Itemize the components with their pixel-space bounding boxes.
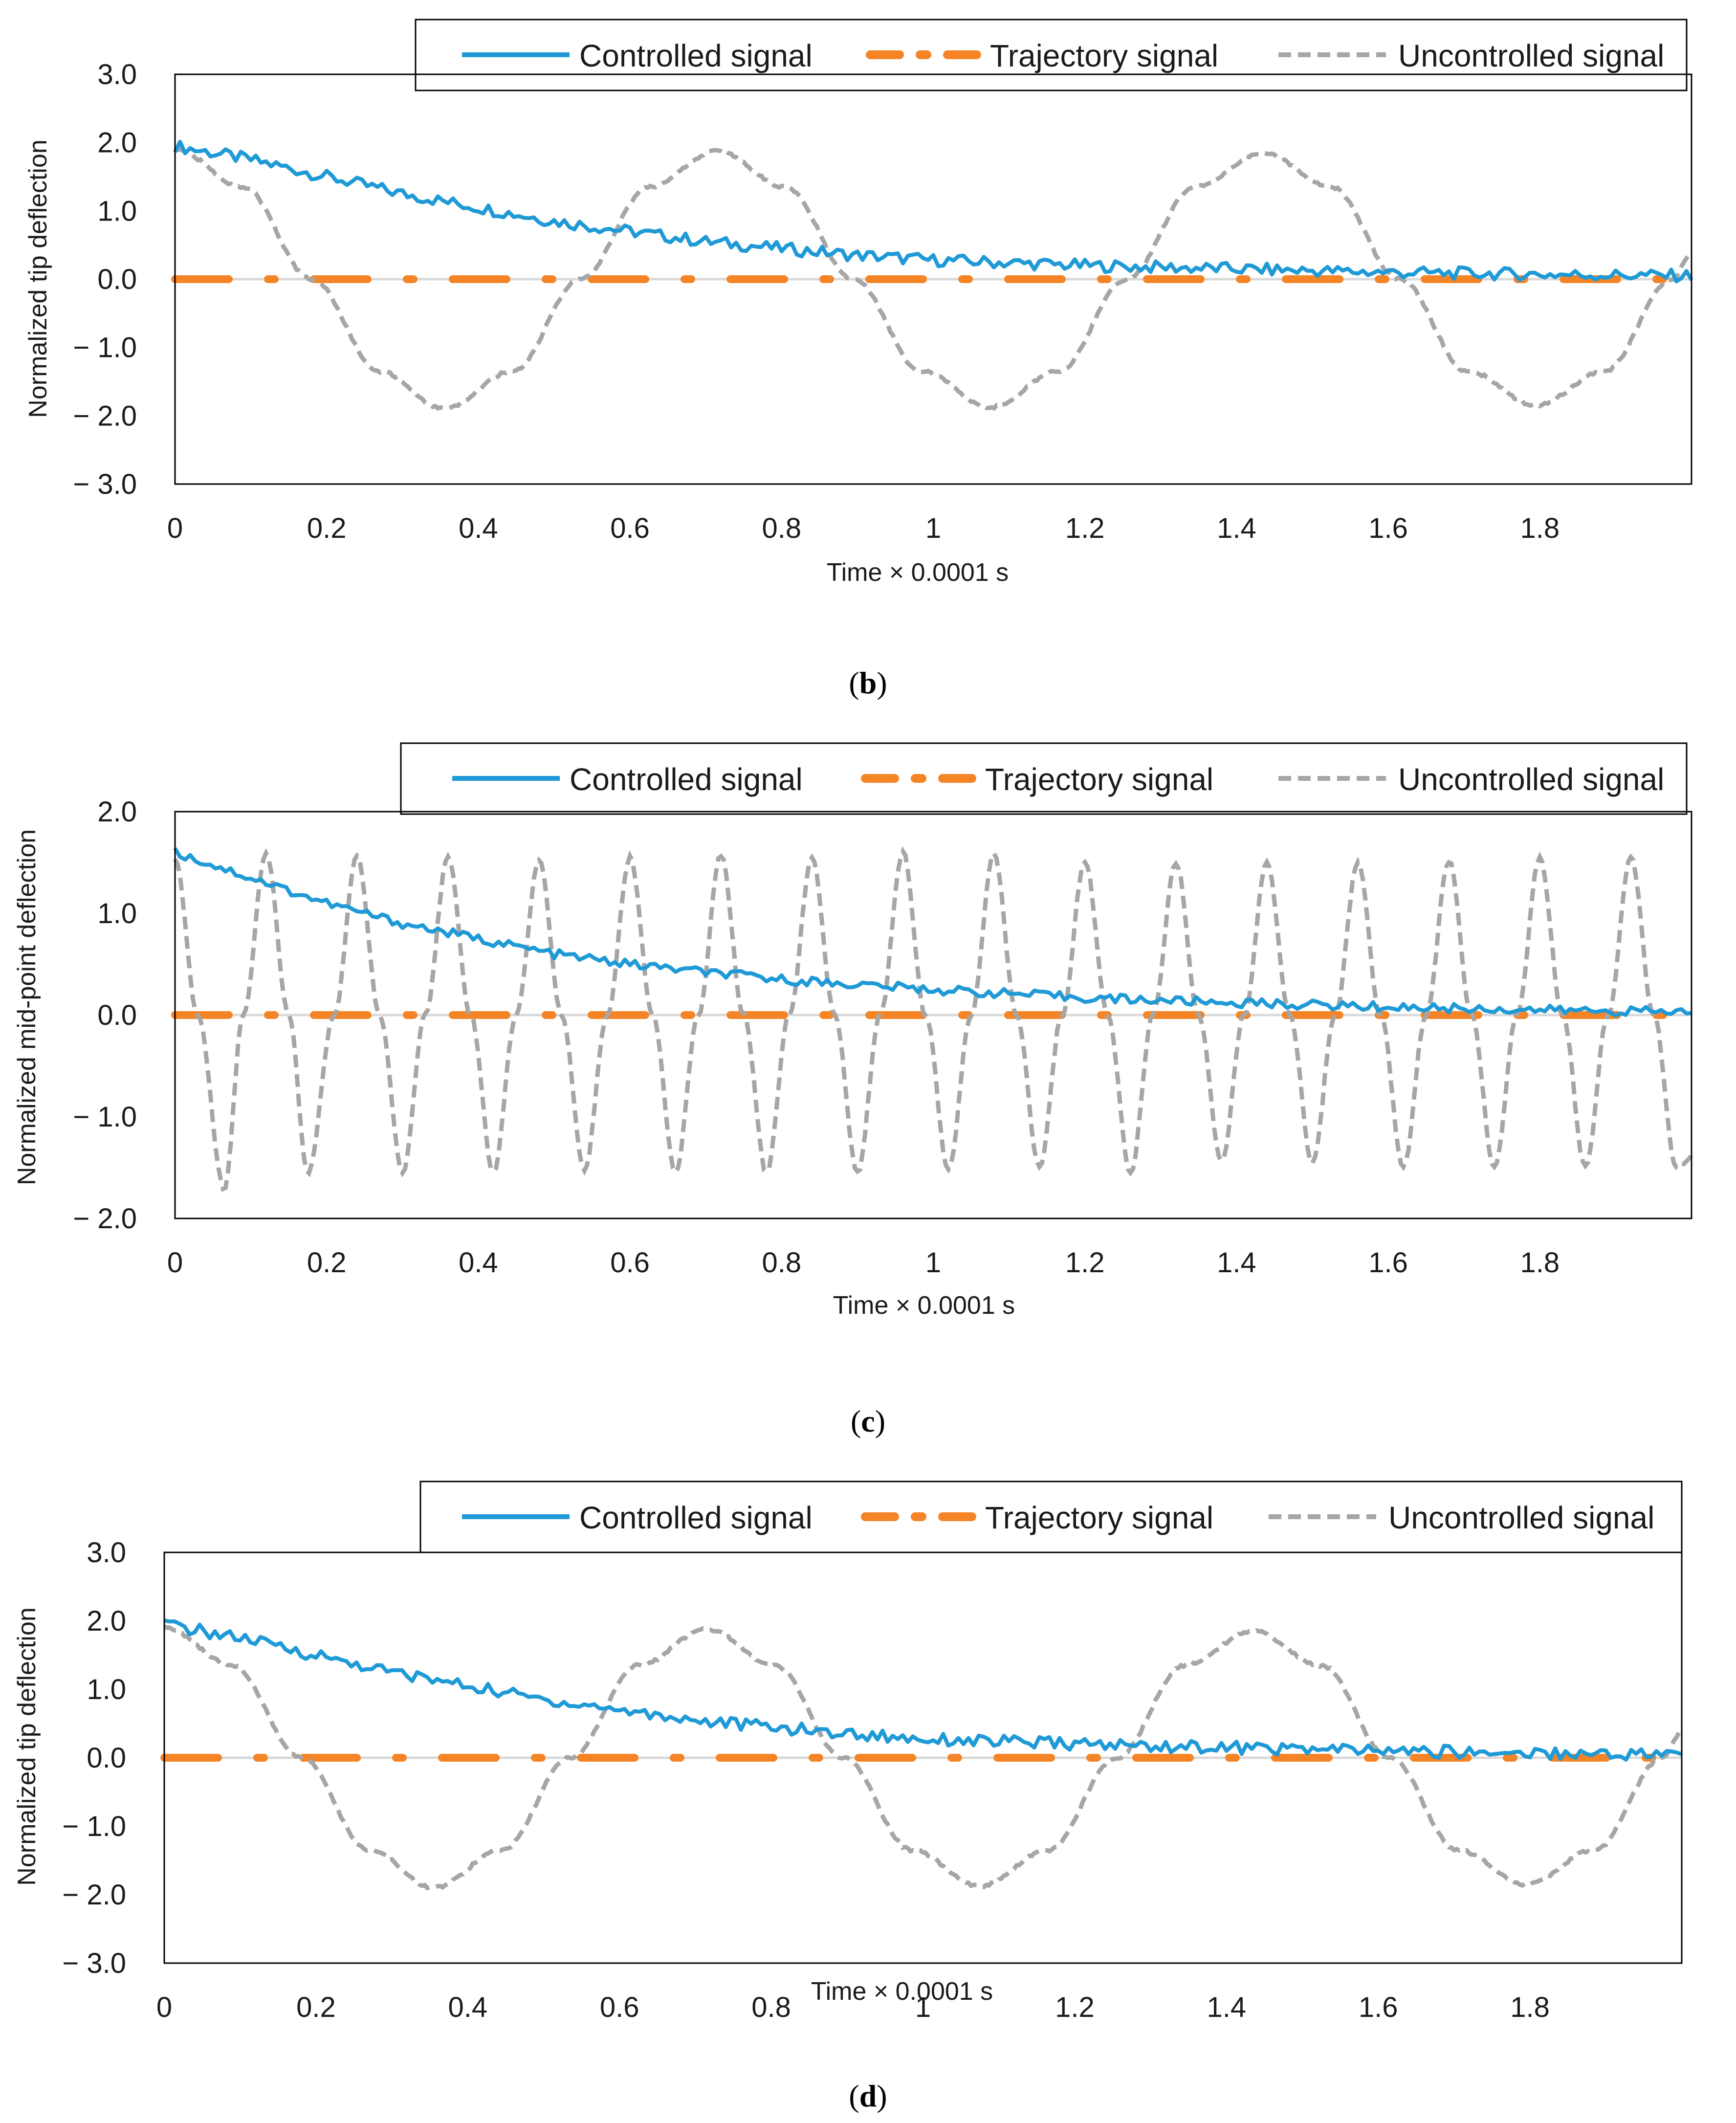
y-tick-label: 0.0: [97, 264, 137, 295]
series-controlled-line: [164, 1618, 1683, 1762]
x-tick-label: 0.8: [762, 1247, 801, 1279]
chart-panel-d: Controlled signal Trajectory signal Unco…: [0, 1442, 1736, 2123]
chart-svg-c: Controlled signal Trajectory signal Unco…: [13, 742, 1695, 1320]
y-tick-label: − 1.0: [73, 1101, 137, 1133]
x-tick-label: 1: [925, 512, 941, 544]
y-tick-label: − 2.0: [73, 400, 137, 432]
caption-c: (c): [850, 1404, 886, 1438]
y-tick-label: 0.0: [87, 1742, 126, 1774]
caption-d: (d): [849, 2079, 887, 2113]
legend-box: [419, 1481, 1683, 1553]
x-axis-label: Time × 0.0001 s: [827, 558, 1009, 587]
x-tick-label: 0.2: [307, 1247, 347, 1279]
x-tick-label: 1.6: [1359, 1991, 1398, 2023]
x-tick-label: 1.2: [1055, 1991, 1095, 2023]
legend-d: Controlled signal Trajectory signal Unco…: [419, 1481, 1683, 1553]
chart-panel-b: Controlled signal Trajectory signal Unco…: [0, 0, 1736, 719]
series-uncontrolled-line: [173, 846, 1693, 1192]
y-tick-label: 1.0: [87, 1674, 126, 1705]
caption-b: (b): [849, 665, 887, 700]
chart-svg-b: Controlled signal Trajectory signal Unco…: [24, 19, 1695, 587]
y-tick-label: 2.0: [87, 1605, 126, 1637]
y-tick-label: 0.0: [97, 999, 137, 1031]
caption-letter: d: [859, 2079, 877, 2113]
legend-label-trajectory: Trajectory signal: [985, 1500, 1213, 1535]
legend-label-controlled: Controlled signal: [579, 38, 813, 73]
legend-label-controlled: Controlled signal: [579, 1500, 813, 1535]
x-tick-label: 1.6: [1368, 512, 1408, 544]
series-uncontrolled-line: [163, 1624, 1683, 1891]
x-tick-label: 1: [915, 1991, 931, 2023]
y-tick-label: − 3.0: [73, 468, 137, 500]
x-tick-label: 1.2: [1065, 1247, 1105, 1279]
x-tick-label: 0.4: [459, 512, 498, 544]
legend-c: Controlled signal Trajectory signal Unco…: [400, 742, 1688, 815]
chart-svg-d: Controlled signal Trajectory signal Unco…: [13, 1481, 1686, 2023]
series-controlled-line: [173, 139, 1693, 284]
x-axis-label: Time × 0.0001 s: [833, 1291, 1015, 1320]
x-tick-label: 0: [167, 1247, 183, 1279]
x-tick-label: 1.4: [1207, 1991, 1246, 2023]
x-tick-label: 0.6: [610, 1247, 650, 1279]
x-tick-label: 0: [167, 512, 183, 544]
y-tick-label: 1.0: [97, 898, 137, 929]
x-tick-label: 0.6: [600, 1991, 639, 2023]
y-tick-label: 3.0: [87, 1537, 126, 1569]
legend-box: [400, 742, 1688, 815]
plot-area-frame: [174, 811, 1692, 1219]
y-tick-label: 1.0: [97, 195, 137, 227]
y-axis-label: Normalized tip deflection: [13, 1607, 41, 1885]
y-axis-label: Normalized tip deflection: [24, 139, 52, 418]
y-tick-label: 2.0: [97, 127, 137, 159]
legend-label-uncontrolled: Uncontrolled signal: [1398, 38, 1664, 73]
x-tick-label: 1.6: [1368, 1247, 1408, 1279]
series-controlled-line: [173, 847, 1692, 1017]
x-tick-label: 1.4: [1217, 512, 1256, 544]
x-tick-label: 0.6: [610, 512, 650, 544]
x-tick-label: 0.8: [751, 1991, 791, 2023]
x-tick-label: 0.4: [448, 1991, 487, 2023]
legend-label-trajectory: Trajectory signal: [985, 762, 1213, 797]
x-axis-label: Time × 0.0001 s: [811, 1977, 993, 2006]
chart-panel-c: Controlled signal Trajectory signal Unco…: [0, 719, 1736, 1442]
series-uncontrolled-line: [174, 147, 1693, 411]
legend-label-uncontrolled: Uncontrolled signal: [1388, 1500, 1654, 1535]
y-tick-label: − 2.0: [73, 1203, 137, 1235]
y-tick-label: − 1.0: [62, 1811, 126, 1842]
x-tick-label: 0.2: [296, 1991, 336, 2023]
caption-letter: c: [861, 1404, 875, 1438]
x-tick-label: 0.4: [459, 1247, 498, 1279]
x-tick-label: 1.8: [1520, 512, 1560, 544]
legend-label-trajectory: Trajectory signal: [990, 38, 1218, 73]
y-tick-label: 2.0: [97, 796, 137, 828]
x-tick-label: 0.2: [307, 512, 347, 544]
y-tick-label: − 1.0: [73, 332, 137, 364]
x-tick-label: 0.8: [762, 512, 801, 544]
x-tick-label: 1.8: [1520, 1247, 1560, 1279]
legend-b: Controlled signal Trajectory signal Unco…: [415, 19, 1688, 91]
y-tick-label: 3.0: [97, 59, 137, 90]
y-tick-label: − 3.0: [62, 1947, 126, 1979]
x-tick-label: 1.8: [1510, 1991, 1550, 2023]
x-tick-label: 1.2: [1065, 512, 1105, 544]
x-tick-label: 1.4: [1217, 1247, 1256, 1279]
x-tick-label: 0: [156, 1991, 172, 2023]
legend-label-uncontrolled: Uncontrolled signal: [1398, 762, 1664, 797]
plot-area-frame: [163, 1551, 1683, 1964]
y-tick-label: − 2.0: [62, 1879, 126, 1911]
legend-box: [415, 19, 1688, 91]
plot-area-frame: [174, 73, 1692, 485]
y-axis-label: Normalized mid-point deflection: [13, 829, 41, 1185]
legend-label-controlled: Controlled signal: [570, 762, 803, 797]
caption-letter: b: [859, 665, 877, 700]
x-tick-label: 1: [925, 1247, 941, 1279]
